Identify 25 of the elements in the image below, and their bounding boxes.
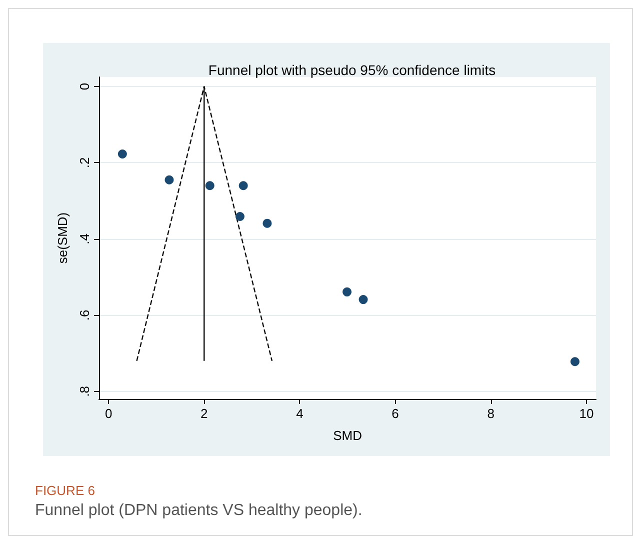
x-tick-label: 8 xyxy=(487,406,494,421)
x-tick-label: 0 xyxy=(104,406,112,421)
x-tick-label: 6 xyxy=(392,406,399,421)
text: Funnel plot (DPN patients VS healthy people). xyxy=(35,502,362,520)
x-tick-label: 10 xyxy=(579,406,594,421)
point xyxy=(570,357,580,366)
y-tick-label: .6 xyxy=(77,310,92,321)
x-tick-label: 2 xyxy=(200,406,208,421)
point xyxy=(262,218,272,228)
y-tick-label: 0 xyxy=(77,82,92,90)
point xyxy=(205,181,214,190)
x-tick-label: 4 xyxy=(296,406,304,421)
caption: FIGURE 6 xyxy=(35,483,96,498)
y-tick-label: .8 xyxy=(77,386,92,397)
chart-title: Funnel plot with pseudo 95% confidence limits xyxy=(208,62,496,78)
point xyxy=(164,175,174,184)
point xyxy=(238,181,248,190)
y-tick-label: .4 xyxy=(77,234,92,244)
point xyxy=(342,287,352,296)
point xyxy=(118,149,127,158)
point xyxy=(358,295,368,304)
y-tick-label: .2 xyxy=(77,157,92,168)
x-axis-title: SMD xyxy=(333,428,362,443)
y-axis-title: se(SMD) xyxy=(55,212,70,264)
point xyxy=(235,212,244,221)
